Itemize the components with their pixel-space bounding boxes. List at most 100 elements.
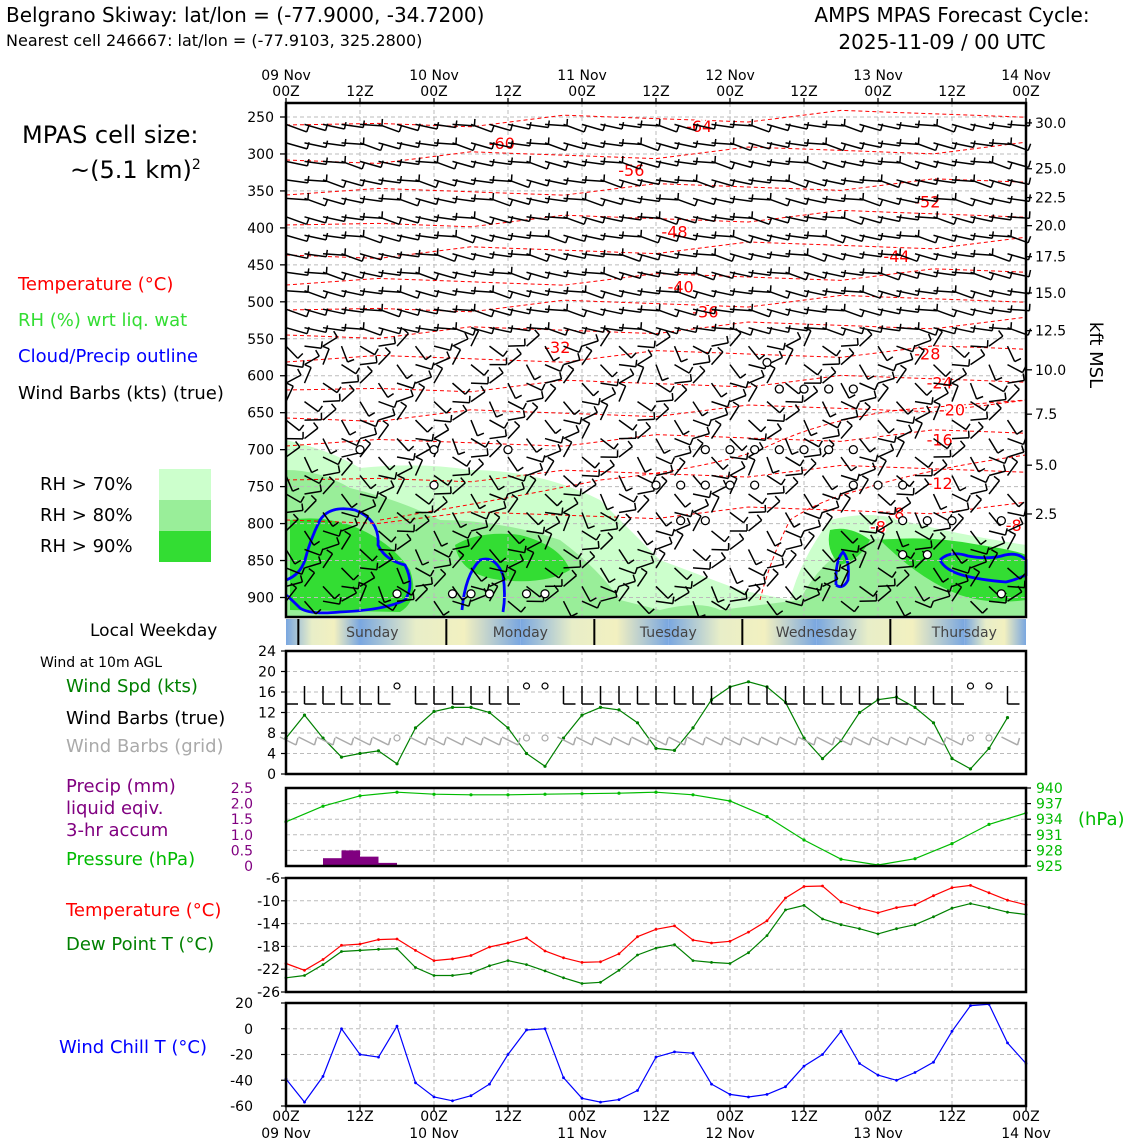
wind-barb-flag [805, 180, 810, 188]
wind-barb [489, 271, 512, 275]
wind-barb [544, 308, 567, 312]
windchill-tick-label: 0 [244, 1022, 253, 1038]
wind-barb-flag [453, 345, 461, 351]
wind-barb-flag [399, 192, 402, 200]
wind-barb-flag [412, 452, 416, 461]
wind-barb [415, 123, 438, 130]
wind-barb [692, 123, 715, 130]
wind-barb-flag [964, 351, 970, 359]
wind-barb [970, 474, 987, 484]
wind-barb [821, 516, 833, 532]
calm-wind-marker [922, 515, 932, 526]
wind-barb-flag [714, 248, 717, 256]
temperature-point [802, 885, 806, 888]
wind-barb [340, 567, 355, 581]
wind-barb [470, 493, 481, 510]
wind-barb [692, 401, 703, 417]
wind-barb [896, 493, 914, 496]
wind-speed-point [691, 726, 695, 730]
wind-barb-flag [384, 599, 392, 604]
wind-barb-flag [672, 596, 675, 604]
wind-barb [396, 395, 414, 403]
pressure-tick-label: 650 [247, 406, 274, 422]
wind-barb-flag [342, 180, 347, 188]
wind-barb [526, 468, 543, 477]
wind-barb-flag [299, 575, 304, 583]
wind-barb [581, 216, 604, 224]
wind-barb [341, 437, 358, 447]
wind-barb [507, 488, 525, 495]
wind-barb [729, 438, 743, 452]
wind-barb [452, 142, 474, 152]
wind-barb [526, 326, 549, 330]
wind-barb [729, 326, 751, 336]
top-date-label: 12 Nov [705, 68, 755, 84]
kft-tick-label: 12.5 [1035, 324, 1066, 340]
wind-barb-flag [546, 254, 551, 262]
wind-barb [822, 419, 838, 429]
wind-barb-flag [1013, 383, 1020, 390]
wind-barb [378, 474, 396, 480]
weekday-label: Tuesday [639, 625, 697, 641]
wind-barb [1007, 567, 1021, 580]
wind-barb [1007, 451, 1025, 458]
wind-barb-flag [403, 580, 411, 585]
wind-barb-flag [330, 449, 338, 455]
wind-barb [970, 354, 986, 366]
wind-barb-flag [799, 538, 803, 546]
wind-barb-flag [443, 610, 450, 616]
wind-barb [859, 160, 882, 166]
wind-barb-flag [946, 442, 953, 450]
wind-barb-flag [671, 528, 676, 536]
wind-barb-flag [959, 486, 967, 492]
wind-barb [969, 571, 981, 587]
wind-speed-point [654, 746, 658, 751]
surface-barb-grid-flag [702, 737, 706, 746]
wind-barb-flag [869, 447, 876, 453]
windchill-tick-label: 20 [235, 996, 253, 1012]
pressure-label: Pressure (hPa) [66, 849, 196, 870]
wind-barb-flag [603, 327, 611, 333]
wind-barb-flag [742, 388, 747, 396]
wind-barb-flag [968, 359, 971, 367]
wind-barb-flag [370, 571, 376, 579]
temp-tick-label: -18 [257, 939, 280, 955]
wind-barb [341, 585, 359, 590]
wind-barb [988, 253, 1010, 263]
wind-barb-flag [370, 483, 377, 490]
wind-barb [322, 530, 340, 537]
wind-barb [896, 234, 919, 238]
pressure-tick-label: 931 [1036, 828, 1063, 844]
wind-barb [285, 518, 299, 532]
wind-barb-flag [640, 137, 643, 145]
wind-barb [674, 511, 692, 518]
wind-barb [544, 387, 557, 403]
wind-barb [692, 361, 710, 366]
wind-barb [581, 253, 604, 258]
bottom-time-tick-label: 12Z [346, 1109, 373, 1125]
wind-barb-flag [547, 137, 550, 145]
windchill-point [358, 1053, 362, 1056]
wind-barb [840, 179, 863, 184]
wind-barb [396, 197, 418, 207]
wind-barb-flag [833, 556, 840, 563]
wind-barb [674, 123, 696, 132]
precip-label-2: liquid eqiv. [66, 798, 164, 819]
wind-barb [618, 567, 636, 575]
wind-barb-flag [379, 235, 384, 244]
wind-barb [507, 400, 524, 410]
isotherm-line [285, 236, 1027, 259]
wind-barb-flag [534, 375, 542, 381]
wind-spd-label: Wind Spd (kts) [66, 676, 198, 697]
wind-barb [433, 345, 451, 352]
wind-barb [674, 585, 692, 589]
wind-barb [581, 271, 604, 275]
wind-barb-flag [971, 291, 976, 299]
wind-barb-flag [578, 345, 583, 353]
isotherm-line [285, 109, 1027, 128]
temperature-point [562, 956, 565, 960]
wind-barb [507, 123, 530, 130]
wind-barb [544, 326, 566, 336]
wind-barb [766, 290, 788, 299]
windchill-point [414, 1081, 417, 1085]
